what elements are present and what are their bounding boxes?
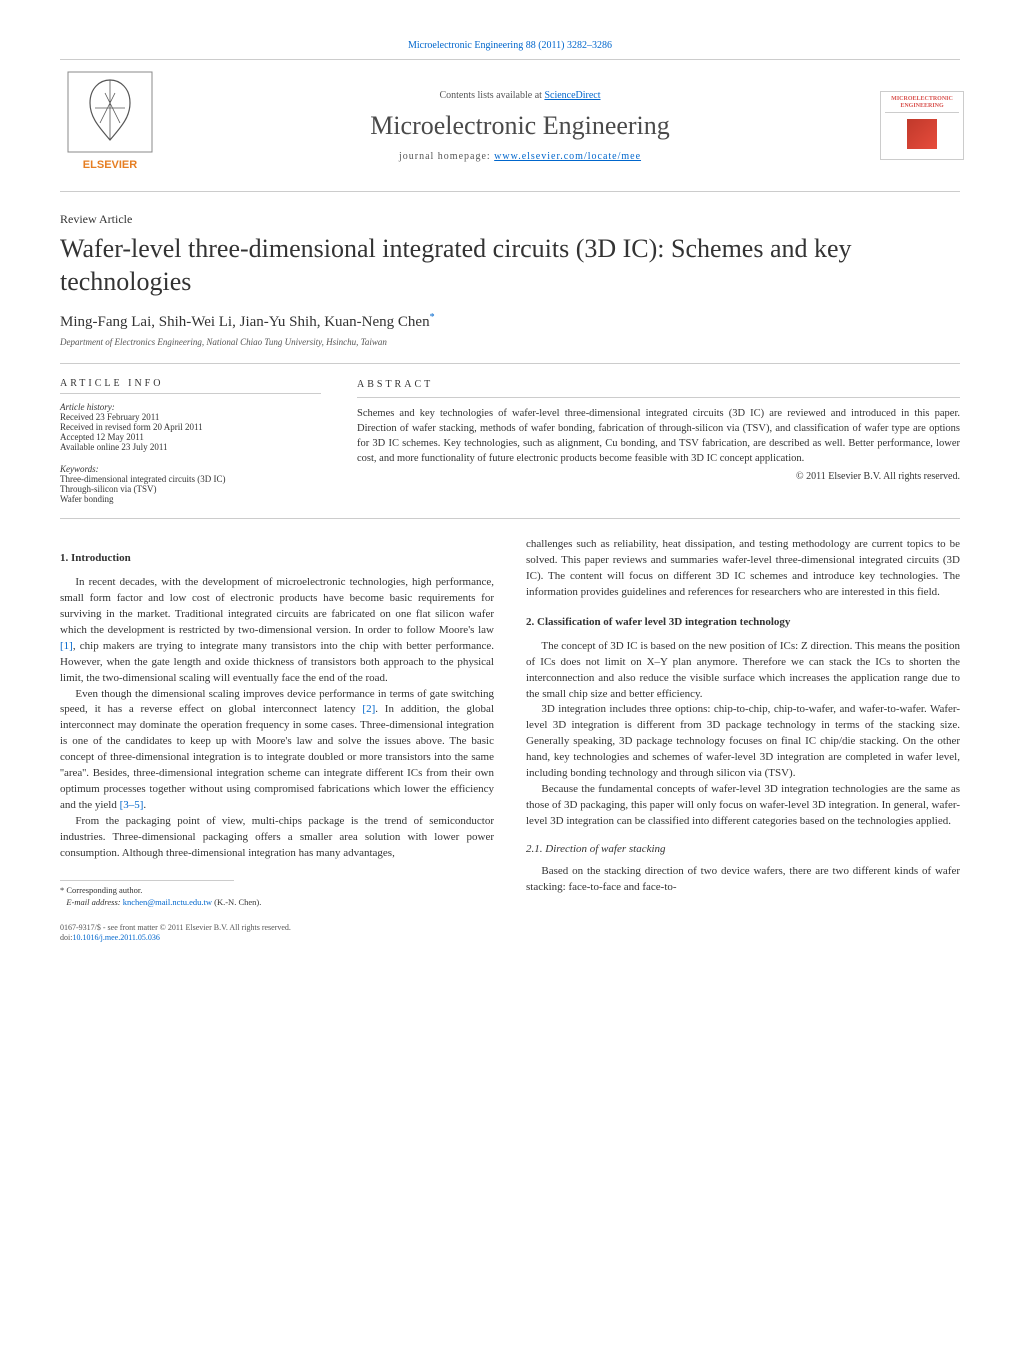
journal-name: Microelectronic Engineering [160, 111, 880, 141]
accepted-date: Accepted 12 May 2011 [60, 432, 144, 442]
history-label: Article history: [60, 402, 115, 412]
section-1-heading: 1. Introduction [60, 551, 494, 567]
svg-text:ELSEVIER: ELSEVIER [83, 159, 137, 171]
s1-para-3: From the packaging point of view, multi-… [60, 814, 494, 862]
abstract-text: Schemes and key technologies of wafer-le… [357, 406, 960, 467]
s1-para-4: challenges such as reliability, heat dis… [526, 537, 960, 601]
keyword-3: Wafer bonding [60, 494, 114, 504]
revised-date: Received in revised form 20 April 2011 [60, 422, 203, 432]
left-column: 1. Introduction In recent decades, with … [60, 537, 494, 943]
abstract-copyright: © 2011 Elsevier B.V. All rights reserved… [357, 470, 960, 485]
article-title: Wafer-level three-dimensional integrated… [60, 233, 960, 298]
corresp-marker: * [430, 312, 435, 323]
masthead: ELSEVIER Contents lists available at Sci… [60, 59, 960, 192]
sciencedirect-link[interactable]: ScienceDirect [544, 90, 600, 101]
ref-1[interactable]: [1] [60, 640, 73, 652]
article-type: Review Article [60, 212, 960, 227]
header-article-ref[interactable]: Microelectronic Engineering 88 (2011) 32… [60, 40, 960, 51]
keyword-1: Three-dimensional integrated circuits (3… [60, 474, 225, 484]
s2-para-3: Because the fundamental concepts of wafe… [526, 782, 960, 830]
right-column: challenges such as reliability, heat dis… [526, 537, 960, 943]
section-2-1-heading: 2.1. Direction of wafer stacking [526, 842, 960, 858]
received-date: Received 23 February 2011 [60, 412, 159, 422]
keywords-label: Keywords: [60, 464, 321, 474]
authors-line: Ming-Fang Lai, Shih-Wei Li, Jian-Yu Shih… [60, 312, 960, 331]
contents-list-line: Contents lists available at ScienceDirec… [160, 90, 880, 101]
s1-para-2: Even though the dimensional scaling impr… [60, 687, 494, 815]
doi-link[interactable]: 10.1016/j.mee.2011.05.036 [72, 933, 159, 942]
journal-cover: MICROELECTRONIC ENGINEERING [880, 91, 960, 160]
online-date: Available online 23 July 2011 [60, 442, 167, 452]
corresp-email[interactable]: knchen@mail.nctu.edu.tw [123, 897, 212, 907]
corresp-footnote: * Corresponding author. E-mail address: … [60, 885, 494, 909]
s1-para-1: In recent decades, with the development … [60, 575, 494, 687]
section-2-heading: 2. Classification of wafer level 3D inte… [526, 615, 960, 631]
s21-para-1: Based on the stacking direction of two d… [526, 864, 960, 896]
homepage-link[interactable]: www.elsevier.com/locate/mee [494, 151, 641, 162]
ref-2[interactable]: [2] [362, 703, 375, 715]
keyword-2: Through-silicon via (TSV) [60, 484, 156, 494]
journal-homepage: journal homepage: www.elsevier.com/locat… [160, 151, 880, 162]
front-matter: 0167-9317/$ - see front matter © 2011 El… [60, 923, 494, 944]
affiliation: Department of Electronics Engineering, N… [60, 337, 960, 347]
s2-para-1: The concept of 3D IC is based on the new… [526, 639, 960, 703]
article-info-label: article info [60, 378, 321, 394]
abstract-label: abstract [357, 378, 960, 398]
publisher-logo: ELSEVIER [60, 68, 160, 183]
ref-3-5[interactable]: [3–5] [120, 799, 144, 811]
s2-para-2: 3D integration includes three options: c… [526, 702, 960, 782]
